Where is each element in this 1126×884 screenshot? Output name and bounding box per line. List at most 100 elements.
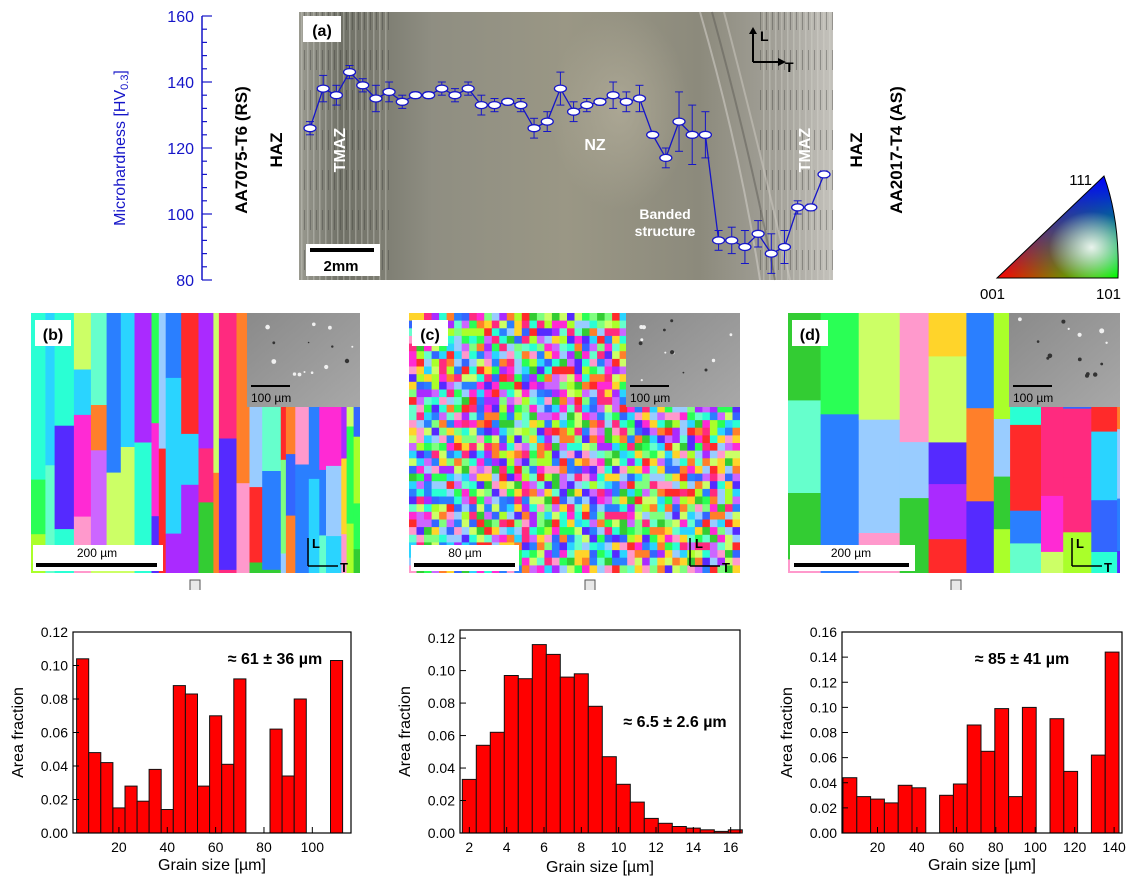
grain: [597, 412, 606, 421]
grain: [694, 435, 703, 444]
grain: [567, 397, 576, 406]
grain: [574, 412, 583, 421]
grain: [567, 351, 576, 360]
grain: [499, 328, 508, 337]
grain: [732, 496, 740, 505]
grain: [484, 381, 493, 390]
grain: [612, 473, 621, 482]
sem-particle: [303, 371, 306, 373]
grain: [574, 374, 583, 383]
hardness-tick-label: 80: [176, 273, 194, 290]
grain: [446, 404, 455, 413]
grain: [491, 366, 500, 375]
grain: [469, 450, 478, 459]
grain: [582, 519, 591, 528]
grain: [672, 458, 681, 467]
grain: [612, 328, 621, 337]
grain: [664, 557, 673, 566]
grain: [431, 465, 440, 475]
grain: [346, 523, 355, 573]
grain: [506, 366, 515, 375]
grain: [439, 404, 448, 413]
grain: [597, 335, 606, 345]
grain: [642, 511, 651, 520]
panel-label-box: [792, 320, 828, 346]
grain: [529, 313, 538, 322]
grain: [634, 481, 643, 490]
grain: [469, 313, 478, 322]
grain: [461, 504, 470, 513]
grain: [725, 443, 734, 452]
grain: [454, 320, 463, 329]
grain: [454, 351, 463, 360]
grain: [589, 450, 598, 459]
grain: [499, 389, 508, 398]
grain: [158, 313, 167, 450]
grain: [506, 351, 515, 360]
grain: [672, 420, 681, 429]
grain: [589, 527, 598, 536]
grain: [702, 511, 711, 520]
grain: [634, 412, 643, 421]
grain: [521, 366, 530, 375]
grain: [529, 366, 538, 375]
grain: [134, 442, 153, 573]
grain: [732, 504, 740, 513]
grain: [416, 358, 425, 368]
grain: [694, 519, 703, 528]
grain: [612, 366, 621, 375]
grain: [597, 565, 606, 573]
x-tick-label: 40: [909, 839, 925, 855]
sem-particle: [307, 341, 310, 344]
grain: [589, 458, 598, 467]
grain: [446, 481, 455, 490]
grain: [461, 527, 470, 536]
grain: [717, 404, 726, 413]
grain: [544, 404, 553, 413]
sem-particle: [704, 368, 708, 372]
grain: [514, 435, 523, 444]
grain: [476, 412, 485, 421]
grain: [409, 519, 418, 528]
grain: [574, 488, 583, 498]
grain: [439, 366, 448, 375]
grain: [649, 420, 658, 429]
grain: [469, 496, 478, 505]
grain: [544, 320, 553, 329]
grain: [612, 519, 621, 528]
grain: [604, 374, 613, 383]
grain: [679, 496, 688, 505]
grain: [694, 550, 703, 559]
grain: [582, 481, 591, 490]
grain: [446, 412, 455, 421]
grain: [491, 381, 500, 390]
grain: [597, 313, 606, 322]
grain: [687, 412, 696, 421]
grain: [597, 465, 606, 475]
grain: [424, 404, 433, 413]
grain: [499, 450, 508, 459]
grain: [574, 473, 583, 482]
grain: [709, 534, 718, 543]
grain: [521, 335, 530, 345]
arrow-down-icon: [189, 579, 201, 590]
grain: [679, 527, 688, 536]
grain: [544, 412, 553, 421]
grain: [634, 565, 643, 573]
grain: [514, 504, 523, 513]
grain: [582, 420, 591, 429]
grain: [461, 328, 470, 337]
grain: [664, 542, 673, 551]
grain: [514, 473, 523, 482]
grain: [559, 381, 568, 390]
grain: [1091, 552, 1118, 573]
grain: [499, 404, 508, 413]
grain: [551, 427, 560, 436]
grain: [491, 504, 500, 513]
grain: [499, 443, 508, 452]
grain: [461, 335, 470, 345]
sem-particle: [328, 325, 332, 330]
grain: [567, 335, 576, 345]
grain: [732, 550, 740, 559]
grain: [151, 423, 160, 517]
